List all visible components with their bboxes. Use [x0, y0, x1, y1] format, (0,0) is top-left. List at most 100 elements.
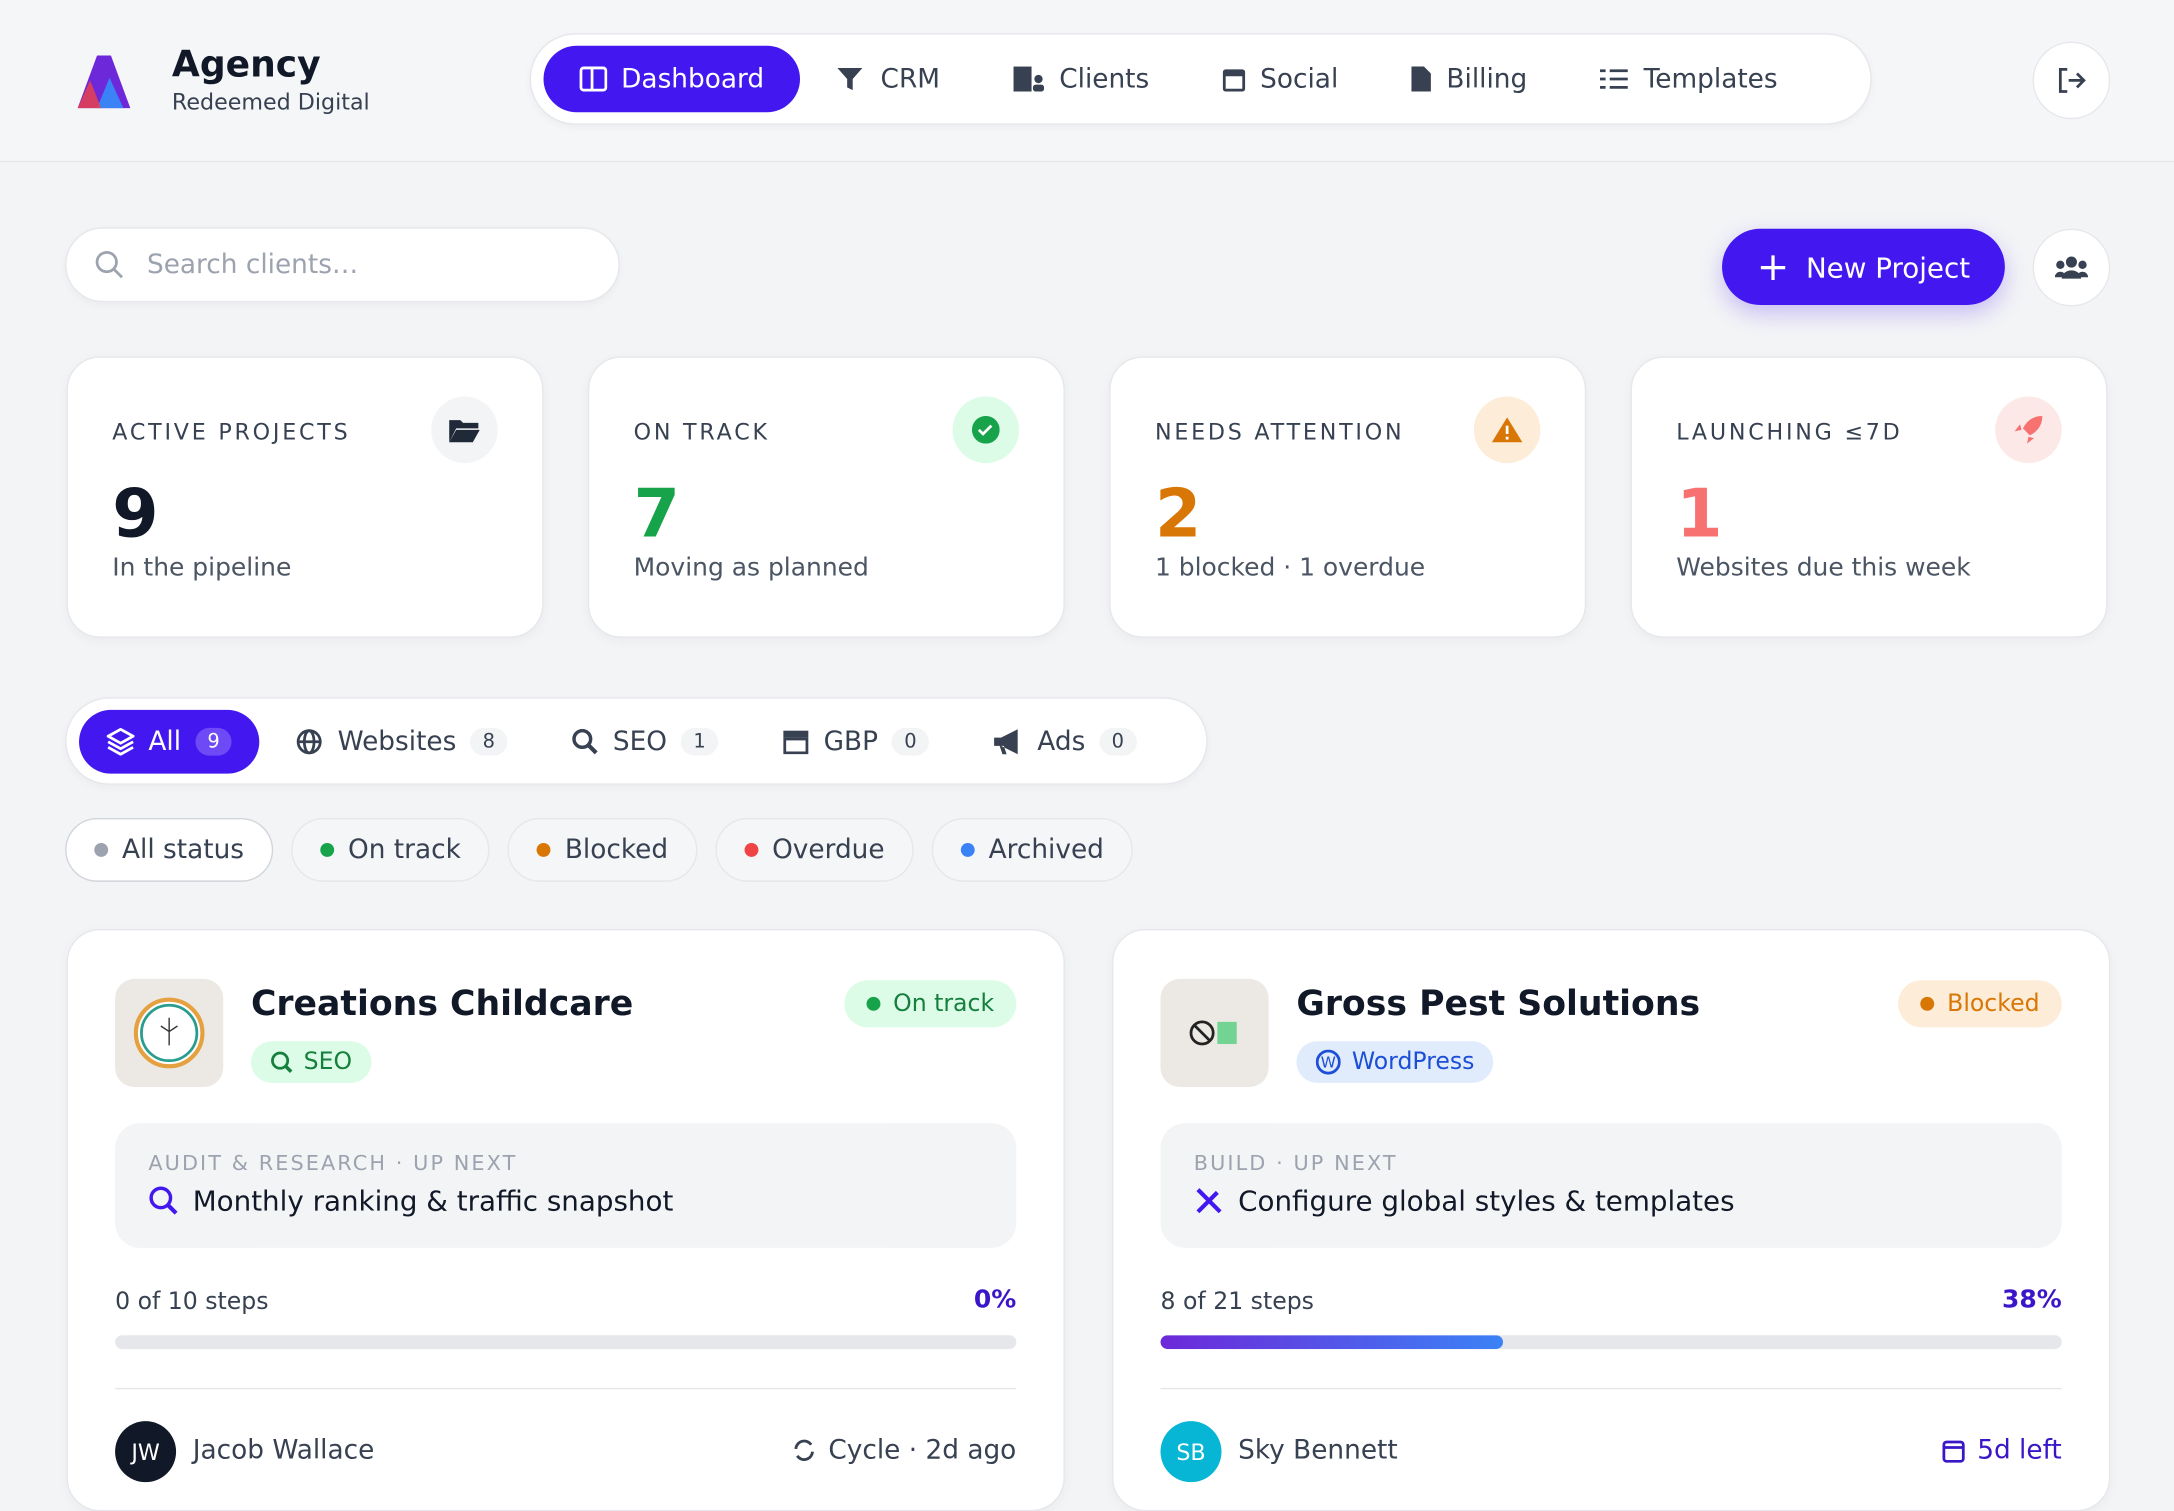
tab-label: SEO	[612, 725, 668, 757]
nav-label: Templates	[1643, 63, 1778, 95]
meta-label: Cycle · 2d ago	[828, 1435, 1017, 1466]
top-bar: Agency Redeemed Digital Dashboard CRM Cl…	[0, 0, 2174, 163]
nav-label: CRM	[880, 63, 941, 95]
stat-note: In the pipeline	[112, 553, 292, 583]
status-chip[interactable]: Archived	[931, 818, 1134, 882]
stat-note: Moving as planned	[633, 553, 869, 583]
project-name: Gross Pest Solutions	[1296, 983, 1701, 1024]
tab-count: 8	[470, 727, 508, 755]
steps: 0 of 10 steps	[115, 1288, 269, 1316]
new-project-button[interactable]: + New Project	[1722, 228, 2005, 306]
chip-label: Overdue	[772, 834, 885, 866]
owner-name: Jacob Wallace	[192, 1435, 375, 1466]
next-task: AUDIT & RESEARCH · UP NEXT Monthly rankin…	[115, 1123, 1017, 1248]
project-meta: Cycle · 2d ago	[792, 1435, 1016, 1466]
nav-item[interactable]: CRM	[800, 46, 976, 113]
stat-value: 9	[112, 475, 159, 554]
logout-button[interactable]	[2032, 41, 2111, 120]
tab-label: GBP	[823, 725, 878, 757]
steps: 8 of 21 steps	[1160, 1288, 1314, 1316]
project-card[interactable]: Gross Pest Solutions W WordPress Blocked …	[1111, 928, 2111, 1511]
tab-count: 0	[891, 727, 930, 755]
brand-subtitle: Redeemed Digital	[171, 88, 370, 116]
task-title: Configure global styles & templates	[1238, 1184, 1735, 1218]
stat-note: 1 blocked · 1 overdue	[1154, 553, 1426, 583]
stat-card: ACTIVE PROJECTS 9 In the pipeline	[66, 356, 544, 638]
status-chip[interactable]: Blocked	[507, 818, 698, 882]
team-button[interactable]	[2032, 228, 2111, 307]
status-label: Blocked	[1947, 989, 2040, 1018]
nav-label: Billing	[1446, 63, 1528, 95]
tab-label: Ads	[1037, 725, 1086, 757]
owner-name: Sky Bennett	[1238, 1435, 1398, 1466]
type-tab[interactable]: GBP 0	[754, 709, 957, 773]
status-chip[interactable]: All status	[65, 818, 274, 882]
brand-title: Agency	[171, 44, 321, 86]
nav-label: Clients	[1059, 63, 1150, 95]
status-filters: All status On track Blocked Overdue Arch…	[65, 818, 1134, 882]
owner-avatar: JW	[115, 1421, 177, 1483]
tag-label: WordPress	[1351, 1048, 1475, 1076]
stat-value: 7	[633, 475, 680, 554]
task-title: Monthly ranking & traffic snapshot	[192, 1184, 674, 1218]
progress-bar	[1160, 1335, 1503, 1350]
chip-label: Archived	[988, 834, 1104, 866]
client-logo	[1160, 978, 1269, 1088]
stat-label: NEEDS ATTENTION	[1154, 418, 1405, 446]
main-nav: Dashboard CRM Clients Social Billing Tem…	[529, 33, 1872, 125]
tab-label: Websites	[337, 725, 457, 757]
stat-value: 1	[1676, 475, 1723, 554]
chip-label: On track	[347, 834, 461, 866]
stat-value: 2	[1154, 475, 1202, 554]
progress-label: 0%	[973, 1285, 1017, 1315]
brand-logo	[77, 55, 131, 109]
progress-track	[1160, 1335, 2062, 1350]
search-box[interactable]: Search clients…	[65, 227, 620, 303]
nav-label: Dashboard	[621, 63, 765, 95]
nav-label: Social	[1260, 63, 1339, 95]
nav-item[interactable]: Clients	[976, 46, 1185, 113]
chip-label: All status	[122, 834, 245, 866]
project-tag: W WordPress	[1296, 1041, 1494, 1083]
tab-label: All	[148, 725, 182, 757]
status-chip[interactable]: Overdue	[715, 818, 914, 882]
type-tab[interactable]: Ads 0	[965, 709, 1164, 773]
progress-track	[115, 1335, 1017, 1350]
status-badge: Blocked	[1898, 980, 2062, 1028]
type-tabs: All 9 Websites 8 SEO 1 GBP 0 Ads 0	[65, 697, 1208, 785]
nav-item[interactable]: Dashboard	[543, 45, 801, 113]
stat-label: LAUNCHING ≤7D	[1676, 418, 1903, 446]
stat-card: LAUNCHING ≤7D 1 Websites due this week	[1630, 356, 2108, 638]
tab-count: 1	[680, 727, 719, 755]
progress-label: 38%	[2001, 1285, 2062, 1315]
status-badge: On track	[844, 980, 1017, 1028]
nav-item[interactable]: Social	[1185, 46, 1374, 113]
type-tab[interactable]: Websites 8	[268, 709, 535, 773]
meta-label: 5d left	[1977, 1435, 2062, 1466]
type-tab[interactable]: All 9	[79, 709, 260, 773]
stat-label: ON TRACK	[633, 418, 770, 446]
status-label: On track	[893, 989, 995, 1018]
stat-card: ON TRACK 7 Moving as planned	[587, 356, 1065, 638]
button-label: New Project	[1805, 250, 1971, 284]
nav-item[interactable]: Billing	[1374, 46, 1563, 113]
status-chip[interactable]: On track	[291, 818, 490, 882]
nav-item[interactable]: Templates	[1563, 46, 1813, 113]
tab-count: 9	[194, 727, 233, 755]
next-task: BUILD · UP NEXT Configure global styles &…	[1160, 1123, 2062, 1248]
tab-count: 0	[1099, 727, 1137, 755]
project-tag: SEO	[250, 1041, 372, 1083]
project-card[interactable]: Creations Childcare SEO On track AUDIT &…	[66, 928, 1065, 1511]
owner-avatar: SB	[1160, 1421, 1222, 1483]
project-meta: 5d left	[1941, 1435, 2062, 1466]
search-placeholder: Search clients…	[146, 249, 359, 281]
task-phase: AUDIT & RESEARCH · UP NEXT	[148, 1150, 518, 1176]
stat-label: ACTIVE PROJECTS	[112, 418, 351, 446]
task-phase: BUILD · UP NEXT	[1193, 1150, 1398, 1176]
client-logo	[115, 978, 224, 1088]
tag-label: SEO	[303, 1048, 353, 1076]
stat-note: Websites due this week	[1676, 553, 1971, 583]
type-tab[interactable]: SEO 1	[544, 709, 746, 773]
project-name: Creations Childcare	[250, 983, 634, 1024]
